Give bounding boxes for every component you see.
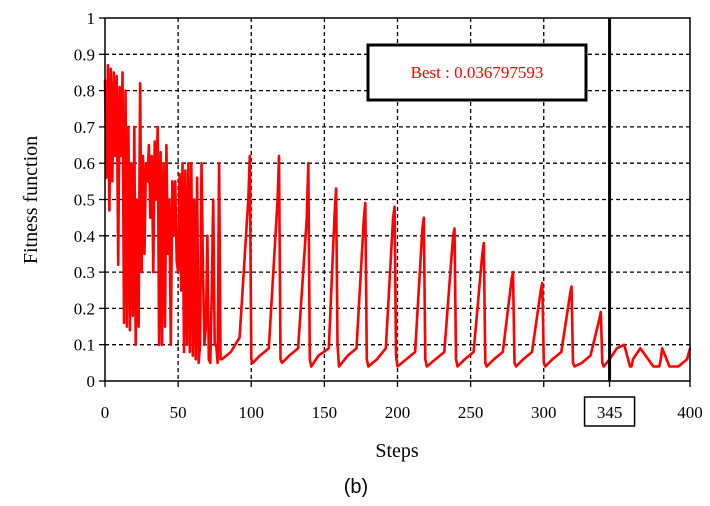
highlighted-tick-box: [583, 396, 636, 427]
y-tick-label: 0: [87, 372, 96, 391]
best-annotation-box: [366, 43, 588, 102]
tick-labels: 0 0.1 0.2 0.3 0.4 0.5 0.6 0.7 0.8 0.9 1 0 50 100 150 20…: [74, 9, 703, 427]
x-tick-label: 150: [312, 403, 338, 422]
x-tick-label: 0: [101, 403, 110, 422]
fitness-series-line: [103, 63, 692, 368]
x-tick-label: 300: [531, 403, 557, 422]
y-axis-title: Fitness function: [20, 136, 42, 264]
y-tick-label: 0.8: [74, 82, 95, 101]
y-tick-label: 0.2: [74, 299, 95, 318]
y-tick-label: 0.6: [74, 154, 95, 173]
x-axis-title: Steps: [375, 440, 419, 462]
best-annotation: Best : 0.036797593: [366, 43, 588, 102]
x-tick-label-highlighted: 345: [597, 403, 623, 422]
y-tick-label: 0.3: [74, 263, 95, 282]
best-annotation-text: Best : 0.036797593: [411, 63, 544, 82]
y-tick-label: 0.1: [74, 336, 95, 355]
y-tick-label: 1: [87, 9, 96, 28]
y-tick-label: 0.9: [74, 45, 95, 64]
x-tick-label: 250: [458, 403, 484, 422]
y-tick-label: 0.7: [74, 118, 96, 137]
x-tick-label: 50: [170, 403, 187, 422]
figure-caption: (b): [344, 476, 368, 498]
x-tick-label: 200: [385, 403, 411, 422]
y-tick-label: 0.5: [74, 191, 95, 210]
x-tick-label: 400: [677, 403, 703, 422]
series-layer: [103, 63, 692, 368]
x-tick-label: 100: [239, 403, 265, 422]
y-tick-label: 0.4: [74, 227, 96, 246]
